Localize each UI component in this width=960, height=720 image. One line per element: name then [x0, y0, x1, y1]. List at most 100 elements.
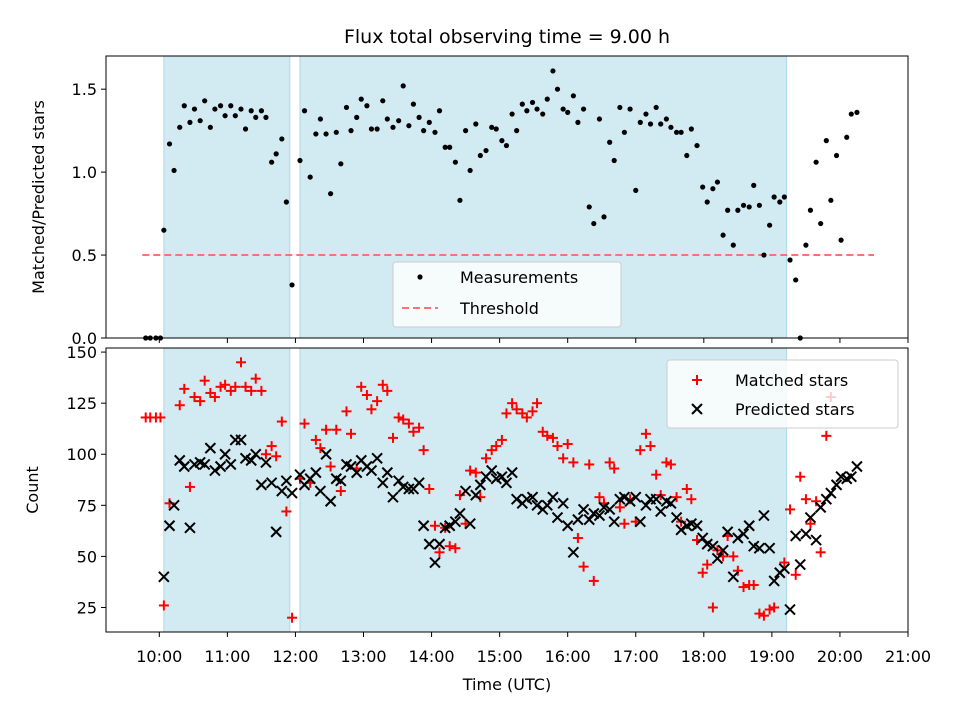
measurement-point — [313, 131, 319, 137]
measurement-point — [187, 119, 193, 125]
matched-star-point — [511, 404, 522, 415]
legend-marker-measurements — [417, 274, 423, 280]
measurement-point — [534, 106, 540, 112]
predicted-star-point — [727, 571, 740, 583]
predicted-star-point — [510, 493, 523, 505]
measurement-point — [575, 119, 581, 125]
measurement-point — [442, 144, 448, 150]
matched-star-point — [250, 373, 261, 384]
predicted-star-point — [830, 479, 843, 491]
matched-star-point — [542, 430, 553, 441]
matched-star-point — [246, 385, 257, 396]
measurement-point — [317, 116, 323, 122]
predicted-star-point — [675, 524, 687, 536]
measurement-point — [586, 204, 592, 210]
measurement-point — [756, 202, 762, 208]
matched-star-point — [335, 486, 346, 497]
measurement-point — [694, 142, 700, 149]
matched-star-point — [558, 453, 569, 464]
measurement-point — [540, 111, 546, 117]
matched-star-point — [552, 441, 563, 452]
legend-marker-matched — [692, 375, 702, 385]
measurement-point — [374, 126, 380, 132]
measurement-point — [338, 161, 344, 167]
matched-star-point — [748, 580, 759, 591]
predicted-star-point — [655, 505, 667, 518]
measurement-point — [807, 207, 814, 213]
predicted-star-point — [433, 538, 446, 550]
predicted-star-point — [219, 448, 231, 460]
bottom-x-axis-ticks: 10:00 11:00 12:00 13:00 14:00 15:00 16:00 17:00… — [136, 632, 931, 666]
matched-star-point — [547, 432, 558, 443]
measurement-point — [238, 106, 244, 112]
predicted-star-point — [255, 479, 268, 491]
measurement-point — [803, 242, 809, 248]
measurement-point — [678, 129, 684, 135]
predicted-star-point — [608, 515, 620, 528]
matched-star-point — [418, 445, 429, 456]
predicted-star-point — [825, 487, 837, 499]
matched-star-point — [795, 471, 806, 482]
matched-star-point — [454, 490, 465, 501]
top-plot-frame — [105, 55, 909, 339]
x-tick-label: 14:00 — [409, 647, 455, 666]
predicted-star-point — [691, 520, 703, 532]
chart-title: Flux total observing time = 9.00 h — [344, 26, 670, 48]
predicted-star-point — [204, 442, 217, 454]
measurement-point — [704, 199, 710, 205]
matched-star-point — [815, 547, 826, 558]
top-legend-box — [392, 261, 622, 328]
legend-label-matched: Matched stars — [735, 371, 848, 390]
predicted-star-point — [804, 511, 817, 524]
matched-star-point — [315, 443, 326, 454]
measurement-point — [848, 111, 854, 117]
measurement-point — [400, 83, 406, 89]
predicted-star-point — [784, 603, 796, 616]
measurement-point — [591, 220, 597, 227]
measurement-point — [258, 108, 265, 114]
matched-star-point — [568, 457, 579, 468]
measurement-point — [462, 128, 469, 134]
predicted-star-point — [711, 552, 724, 565]
predicted-star-point — [670, 511, 683, 524]
predicted-star-point — [470, 489, 482, 501]
measurement-point — [333, 129, 339, 135]
y-tick-label: 100 — [66, 445, 97, 464]
matched-star-point — [651, 469, 662, 480]
matched-star-point — [707, 602, 718, 613]
matched-star-point — [594, 492, 605, 503]
measurement-point — [457, 197, 463, 203]
matched-star-point — [697, 567, 708, 578]
predicted-star-point — [245, 454, 257, 467]
legend-label-predicted: Predicted stars — [735, 400, 855, 419]
matched-star-point — [346, 428, 357, 439]
matched-star-point — [209, 392, 220, 403]
matched-star-point — [220, 379, 231, 390]
measurement-point — [787, 257, 793, 263]
measurement-point — [823, 138, 829, 144]
predicted-star-point — [184, 522, 196, 534]
measurement-point — [560, 106, 566, 112]
predicted-star-point — [496, 471, 508, 483]
predicted-star-point — [665, 497, 677, 509]
matched-star-point — [635, 445, 646, 456]
measurement-point — [647, 121, 654, 127]
measurement-point — [735, 207, 741, 213]
matched-star-point — [398, 414, 409, 425]
measurement-point — [328, 191, 334, 197]
predicted-star-point — [413, 477, 425, 489]
top-legend: Measurements Threshold — [392, 261, 622, 328]
predicted-star-point — [178, 460, 190, 473]
predicted-star-point — [417, 520, 430, 532]
predicted-star-point — [350, 466, 363, 479]
predicted-star-point — [572, 513, 584, 526]
measurement-point — [658, 121, 664, 127]
measurement-point — [161, 227, 167, 233]
predicted-star-point — [630, 491, 642, 503]
measurement-point — [637, 119, 643, 125]
measurement-point — [248, 108, 254, 114]
measurement-point — [607, 139, 613, 145]
measurement-point — [358, 96, 364, 102]
measurement-point — [301, 108, 308, 114]
